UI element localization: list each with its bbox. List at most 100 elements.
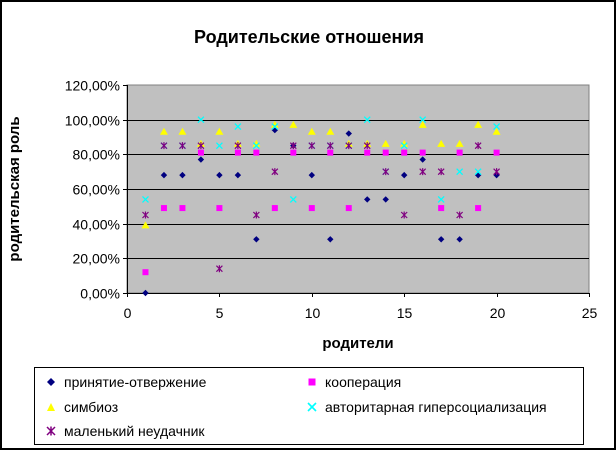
x-tick-label: 25	[582, 305, 598, 321]
y-tick-label: 20,00%	[73, 251, 120, 267]
legend-item-symbiosis: симбиоз	[43, 399, 118, 415]
data-point-triangle	[270, 120, 279, 128]
data-point-star	[382, 168, 390, 176]
legend-item-little-loser: маленький неудачник	[43, 423, 205, 439]
data-point-triangle	[437, 139, 446, 147]
data-point-diamond	[197, 156, 205, 163]
data-point-star	[493, 168, 501, 176]
data-point-diamond	[253, 236, 260, 243]
data-point-square	[142, 269, 149, 276]
y-tick-label: 0,00%	[80, 286, 120, 302]
data-point-diamond	[142, 289, 149, 297]
x-tick-label: 20	[490, 305, 506, 321]
data-point-star	[456, 211, 464, 219]
data-point-star	[437, 168, 445, 176]
legend-label: маленький неудачник	[64, 423, 205, 439]
data-point-x	[474, 168, 482, 176]
data-point-x	[234, 123, 242, 131]
data-point-x	[456, 168, 464, 176]
data-point-triangle	[215, 127, 224, 135]
y-axis-label: родительская роль	[6, 116, 23, 261]
data-point-triangle	[455, 139, 464, 147]
data-point-diamond	[364, 196, 371, 203]
data-point-x	[437, 195, 445, 203]
data-point-x	[289, 195, 297, 203]
data-point-x	[215, 142, 223, 150]
x-tick-label: 15	[397, 305, 413, 321]
data-point-diamond	[419, 156, 426, 163]
data-point-diamond	[308, 171, 315, 179]
data-point-star	[142, 211, 149, 219]
data-point-triangle	[159, 127, 168, 135]
x-axis-label: родители	[322, 335, 393, 352]
data-point-triangle	[252, 139, 261, 147]
data-point-star	[215, 265, 223, 273]
data-point-triangle	[474, 120, 483, 128]
data-point-square	[216, 205, 223, 212]
triangle-marker-icon	[47, 403, 55, 411]
diamond-marker-icon	[47, 378, 55, 386]
data-point-square	[345, 205, 352, 212]
data-point-x	[142, 195, 149, 203]
data-point-square	[401, 149, 408, 156]
legend: принятие-отвержение кооперация симбиоз а…	[34, 367, 584, 445]
legend-label: принятие-отвержение	[64, 374, 207, 390]
legend-item-authoritarian: авторитарная гиперсоциализация	[304, 399, 547, 415]
data-point-triangle	[400, 139, 409, 147]
y-tick-label: 60,00%	[73, 182, 120, 198]
data-point-x	[271, 123, 279, 131]
data-point-star	[345, 142, 353, 150]
data-point-star	[160, 142, 168, 150]
legend-label: авторитарная гиперсоциализация	[325, 399, 547, 415]
data-point-star	[197, 142, 205, 150]
data-point-diamond	[327, 236, 334, 243]
data-point-triangle	[307, 127, 316, 135]
y-tick-label: 100,00%	[65, 113, 120, 129]
data-point-star	[252, 211, 260, 219]
data-point-square	[308, 205, 315, 212]
y-tick-label: 80,00%	[73, 147, 120, 163]
data-point-x	[400, 142, 408, 150]
x-tick-label: 5	[216, 305, 224, 321]
data-point-star	[419, 168, 427, 176]
data-point-square	[364, 149, 371, 156]
x-tick-label: 10	[305, 305, 321, 321]
data-point-star	[289, 142, 297, 150]
legend-item-acceptance: принятие-отвержение	[43, 374, 206, 390]
data-point-triangle	[326, 127, 335, 135]
y-tick-label: 40,00%	[73, 217, 120, 233]
data-point-star	[326, 142, 334, 150]
data-point-square	[290, 149, 297, 156]
data-point-diamond	[234, 171, 242, 179]
data-point-diamond	[345, 130, 352, 137]
data-point-diamond	[382, 196, 389, 203]
data-point-x	[419, 116, 427, 124]
data-point-diamond	[401, 171, 408, 179]
data-point-square	[160, 205, 167, 212]
data-point-x	[493, 123, 501, 131]
data-point-triangle	[381, 139, 390, 147]
x-marker-icon	[307, 402, 317, 412]
square-marker-icon	[308, 378, 316, 386]
y-tick-label: 120,00%	[65, 78, 120, 94]
data-point-diamond	[160, 171, 168, 179]
data-point-triangle	[178, 127, 187, 135]
data-point-square	[475, 205, 482, 212]
data-point-triangle	[141, 221, 150, 229]
star-marker-icon	[46, 426, 56, 436]
legend-item-cooperation: кооперация	[304, 374, 401, 390]
data-point-square	[456, 149, 463, 156]
data-point-star	[308, 142, 316, 150]
data-point-star	[474, 142, 482, 150]
data-point-square	[253, 149, 260, 156]
data-point-square	[438, 205, 445, 212]
data-point-square	[197, 149, 204, 156]
data-point-diamond	[216, 171, 223, 179]
data-point-x	[252, 142, 260, 150]
legend-label: кооперация	[325, 374, 402, 390]
data-point-star	[363, 142, 371, 150]
data-point-square	[493, 149, 500, 156]
data-point-star	[234, 142, 242, 150]
x-tick-label: 0	[124, 305, 132, 321]
